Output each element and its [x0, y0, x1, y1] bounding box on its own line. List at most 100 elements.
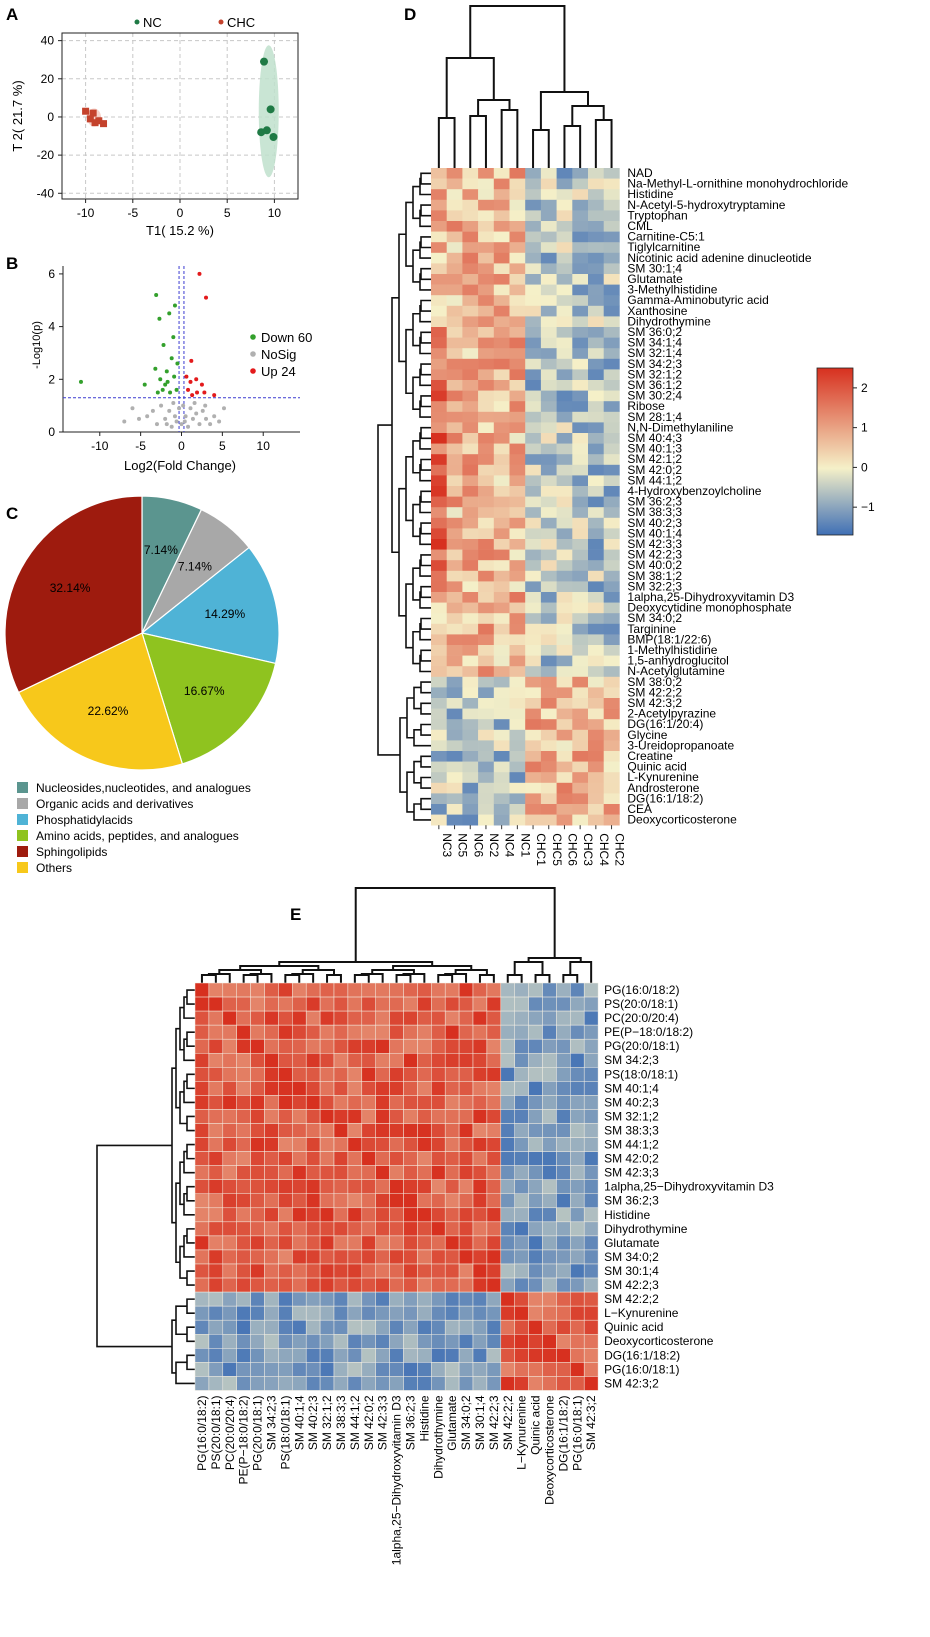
e-cell — [444, 1010, 460, 1026]
e-cell — [472, 1221, 488, 1237]
d-row-label: Targinine — [627, 622, 676, 636]
d-cell — [462, 761, 479, 773]
e-cell — [431, 1291, 446, 1307]
e-cell — [319, 1305, 335, 1321]
d-cell — [462, 782, 479, 794]
d-row-link — [413, 803, 421, 821]
d-cell — [462, 645, 479, 656]
d-cell — [525, 645, 542, 656]
e-cell — [278, 1038, 293, 1054]
d-cell — [540, 178, 557, 190]
e-col-link — [444, 973, 468, 975]
e-row-label: PS(20:0/18:1) — [604, 997, 678, 1011]
d-cell — [431, 602, 447, 614]
d-cell — [556, 676, 573, 688]
d-cell — [462, 443, 479, 455]
d-row-label: 2-Acetylpyrazine — [627, 707, 716, 721]
d-cell — [462, 337, 479, 349]
e-cell — [583, 982, 599, 998]
d-cell — [509, 252, 526, 264]
e-col-label: DG(16:1/18:2) — [556, 1395, 570, 1471]
d-cell — [446, 411, 463, 423]
d-cell — [603, 581, 620, 593]
e-cell — [208, 1207, 224, 1223]
d-cell — [478, 199, 495, 211]
e-cell — [528, 1067, 543, 1082]
d-cell — [478, 231, 495, 243]
d-cell — [509, 422, 526, 434]
e-col-label: PG(16:0/18:1) — [570, 1395, 584, 1470]
d-cell — [493, 316, 510, 328]
e-cell — [208, 982, 224, 998]
e-cell — [194, 1109, 210, 1124]
b-point-nosig — [172, 414, 177, 419]
b-legend-up-dot — [250, 368, 256, 374]
e-cell — [305, 1362, 321, 1377]
d-cell — [462, 231, 479, 243]
d-row-label: 1-Methylhistidine — [627, 643, 717, 657]
e-cell — [236, 1263, 251, 1279]
d-cell — [493, 358, 510, 370]
e-cell — [278, 1165, 293, 1180]
d-cell — [462, 422, 479, 434]
e-cell — [305, 1207, 321, 1223]
e-cell — [431, 996, 446, 1012]
e-row-label: Quinic acid — [604, 1320, 663, 1334]
d-cell — [525, 592, 542, 603]
d-cell — [446, 528, 463, 540]
d-cell — [525, 782, 542, 794]
d-cell — [603, 464, 620, 476]
d-cell — [446, 592, 463, 603]
d-cell — [556, 305, 573, 317]
d-cell — [509, 380, 526, 391]
e-cell — [236, 1334, 251, 1349]
e-cell — [528, 1348, 543, 1363]
d-cell — [509, 337, 526, 349]
e-cell — [305, 1024, 321, 1040]
e-cell — [361, 1348, 376, 1363]
b-threshold-lines — [63, 266, 300, 432]
c-slice-label: 22.62% — [88, 704, 129, 718]
e-cell — [194, 1193, 210, 1209]
d-cell — [493, 772, 510, 784]
e-cell — [347, 1334, 363, 1349]
d-cell — [462, 252, 479, 264]
b-point-down — [157, 316, 162, 321]
d-row-label: Carnitine-C5:1 — [627, 230, 705, 244]
e-col-label: SM 42:2;3 — [487, 1395, 501, 1450]
e-cell — [333, 1334, 349, 1349]
d-cell — [525, 570, 542, 582]
d-cell — [525, 231, 542, 243]
d-col-link — [469, 5, 566, 92]
e-cell — [528, 1221, 543, 1237]
d-col-label: NC2 — [487, 833, 501, 857]
e-cell — [278, 1109, 293, 1124]
d-cell — [603, 751, 620, 762]
d-col-label: NC5 — [456, 833, 470, 857]
d-cell — [493, 337, 510, 349]
c-slice — [4, 495, 143, 694]
e-cell — [222, 982, 237, 998]
d-cell — [588, 284, 604, 296]
e-cell — [278, 1053, 293, 1068]
e-cell — [570, 996, 585, 1012]
e-cell — [264, 1193, 279, 1209]
a-ytick-label: 40 — [41, 34, 55, 48]
e-cell — [236, 1109, 251, 1124]
d-cell — [588, 274, 604, 285]
d-cell — [556, 263, 573, 275]
e-cell — [319, 1193, 335, 1209]
e-cell — [361, 1024, 376, 1040]
d-cell — [556, 486, 573, 497]
e-cell — [403, 1249, 418, 1265]
e-cell — [528, 1038, 543, 1054]
d-cell — [446, 422, 463, 434]
d-cell — [556, 348, 573, 360]
e-cell — [514, 1109, 529, 1124]
b-point-nosig — [182, 419, 187, 424]
d-cell — [588, 189, 604, 201]
e-cell — [486, 1095, 502, 1110]
e-cell — [583, 1277, 599, 1293]
e-cell — [236, 1010, 251, 1026]
